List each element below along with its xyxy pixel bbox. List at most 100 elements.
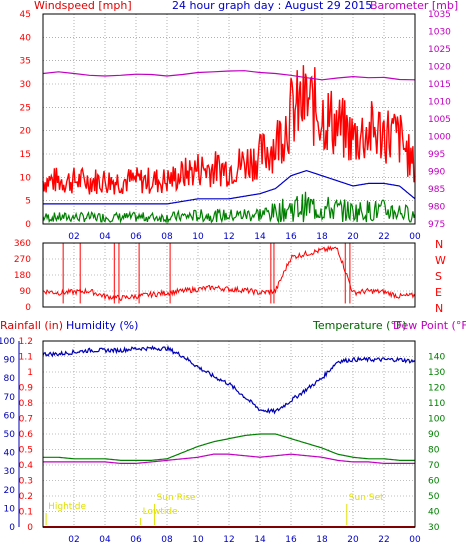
barometer-tick-label: 1035 <box>428 10 451 20</box>
hour-tick-label: 12 <box>223 535 234 545</box>
rain-tick-label: 0.7 <box>19 415 33 425</box>
compass-label: S <box>435 270 442 283</box>
wind-tick-label: 40 <box>20 33 32 43</box>
wind-tick-label: 5 <box>25 197 31 207</box>
barometer-tick-label: 1010 <box>428 98 451 108</box>
wind-tick-label: 45 <box>20 10 31 20</box>
dewpoint-line <box>43 453 415 464</box>
panel3-frame <box>42 340 416 528</box>
panel2-frame <box>42 242 416 308</box>
direction-tick-label: 0 <box>25 303 31 313</box>
humidity-tick-label: 80 <box>4 374 16 384</box>
hour-tick-label: 10 <box>192 535 204 545</box>
hour-tick-label: 18 <box>316 232 328 242</box>
wind-tick-label: 10 <box>20 173 32 183</box>
barometer-tick-label: 1030 <box>428 28 451 38</box>
humidity-tick-label: 60 <box>4 411 16 421</box>
hour-tick-label: 06 <box>130 232 142 242</box>
hour-tick-label: 02 <box>68 232 79 242</box>
barometer-tick-label: 1025 <box>428 45 451 55</box>
hour-tick-label: 14 <box>254 535 266 545</box>
wind-low-line <box>42 191 416 224</box>
temperature-tick-label: 90 <box>428 430 440 440</box>
temperature-tick-label: 80 <box>428 446 440 456</box>
hour-tick-label: 20 <box>347 535 359 545</box>
temperature-axis-title: Temperature (°F) <box>313 319 407 332</box>
direction-tick-label: 270 <box>14 255 31 265</box>
rain-tick-label: 0.4 <box>19 461 34 471</box>
barometer-tick-label: 985 <box>428 185 445 195</box>
humidity-tick-label: 20 <box>4 486 16 496</box>
hour-tick-label: 00 <box>409 232 421 242</box>
rain-tick-label: 0 <box>27 523 33 533</box>
direction-tick-label: 90 <box>20 287 32 297</box>
hour-tick-label: 22 <box>378 535 389 545</box>
barometer-line <box>42 70 416 81</box>
hour-tick-label: 06 <box>130 535 142 545</box>
hour-tick-label: 20 <box>347 232 359 242</box>
rain-tick-label: 1.1 <box>19 353 33 363</box>
hour-tick-label: 02 <box>68 535 79 545</box>
wind-tick-label: 15 <box>20 150 31 160</box>
hour-tick-label: 12 <box>223 232 234 242</box>
temperature-tick-label: 100 <box>428 415 445 425</box>
panel1-frame <box>42 13 416 225</box>
temperature-tick-label: 110 <box>428 399 445 409</box>
lowtide-label: Lowtide <box>143 507 178 517</box>
compass-label: E <box>435 286 442 299</box>
rain-tick-label: 1 <box>27 368 33 378</box>
rain-tick-label: 0.3 <box>19 477 33 487</box>
hour-tick-label: 08 <box>161 232 173 242</box>
wind-tick-label: 20 <box>20 127 32 137</box>
humidity-tick-label: 50 <box>4 430 16 440</box>
direction-tick-label: 360 <box>14 239 31 249</box>
temperature-tick-label: 60 <box>428 477 440 487</box>
hour-tick-label: 10 <box>192 232 204 242</box>
hour-tick-label: 18 <box>316 535 328 545</box>
hour-tick-label: 16 <box>285 535 297 545</box>
temperature-tick-label: 70 <box>428 461 440 471</box>
humidity-tick-label: 40 <box>4 449 16 459</box>
temperature-line <box>43 433 415 461</box>
rainfall-axis-title: Rainfall (in) <box>0 319 64 332</box>
barometer-tick-label: 1000 <box>428 133 451 143</box>
hour-tick-label: 16 <box>285 232 297 242</box>
wind-tick-label: 0 <box>25 220 31 230</box>
humidity-tick-label: 90 <box>4 356 16 366</box>
humidity-tick-label: 30 <box>4 467 16 477</box>
barometer-axis-title: Barometer [mb] <box>370 0 459 12</box>
wind-tick-label: 35 <box>20 57 31 67</box>
barometer-tick-label: 975 <box>428 220 445 230</box>
hour-tick-label: 04 <box>99 535 111 545</box>
temperature-tick-label: 30 <box>428 523 440 533</box>
compass-label: N <box>435 302 443 315</box>
direction-tick-label: 180 <box>14 271 31 281</box>
wind-direction-line <box>42 245 416 302</box>
hour-tick-label: 22 <box>378 232 389 242</box>
hightide-label: Hightide <box>48 502 86 512</box>
temperature-tick-label: 50 <box>428 492 440 502</box>
rain-tick-label: 0.8 <box>19 399 34 409</box>
hour-tick-label: 08 <box>161 535 173 545</box>
rain-tick-label: 0.6 <box>19 430 34 440</box>
wind-tick-label: 30 <box>20 80 32 90</box>
barometer-tick-label: 990 <box>428 168 445 178</box>
sunset-label: Sun Set <box>349 493 384 503</box>
barometer-tick-label: 980 <box>428 203 445 213</box>
dewpoint-axis-title: Dew Point (°F) <box>393 319 466 332</box>
windspeed-average-line <box>43 169 416 205</box>
barometer-tick-label: 1015 <box>428 80 451 90</box>
humidity-tick-label: 70 <box>4 393 16 403</box>
humidity-tick-label: 100 <box>0 337 15 347</box>
rain-tick-label: 1.2 <box>19 337 33 347</box>
windspeed-axis-title: Windspeed [mph] <box>34 0 132 12</box>
rain-tick-label: 0.1 <box>19 508 33 518</box>
humidity-axis-title: Humidity (%) <box>66 319 139 332</box>
rain-tick-label: 0.9 <box>19 384 34 394</box>
sunrise-label: Sun Rise <box>157 493 196 503</box>
windspeed-gust-line <box>42 65 416 195</box>
hour-tick-label: 04 <box>99 232 111 242</box>
hour-tick-label: 14 <box>254 232 266 242</box>
